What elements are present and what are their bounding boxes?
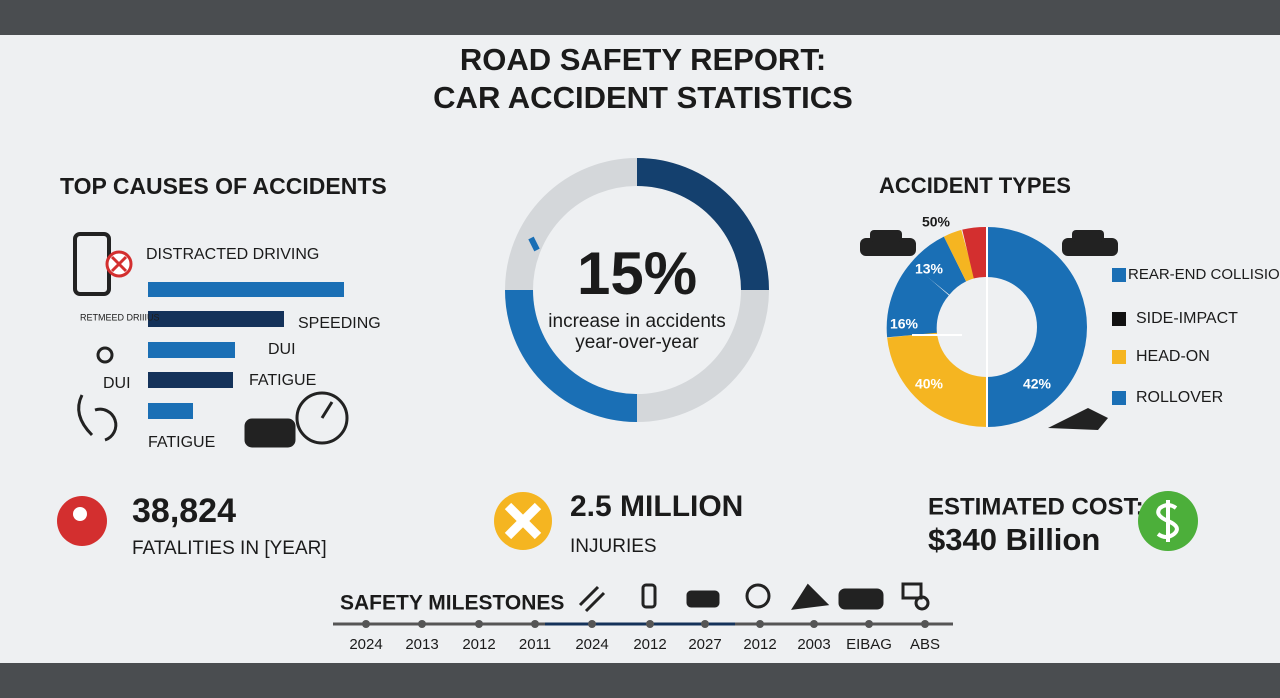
cause-bar (148, 372, 233, 388)
injury-icon (504, 502, 542, 540)
bottom-bar (0, 663, 1280, 698)
slice-label: 50% (922, 214, 951, 230)
stat-value: 38,824 (132, 492, 236, 530)
fatality-icon (57, 496, 107, 546)
slice-label: 16% (890, 316, 919, 332)
section-title: TOP CAUSES OF ACCIDENTS (60, 173, 387, 199)
caption: year-over-year (575, 332, 699, 353)
milestone-dot (588, 620, 596, 628)
milestone-label: 2012 (743, 636, 776, 653)
milestone-dot (701, 620, 709, 628)
milestone-label: 2024 (575, 636, 608, 653)
milestone-label: ABS (910, 636, 940, 653)
big-number: 15% (577, 240, 697, 307)
types-donut (886, 227, 1087, 428)
slice-label: 42% (1023, 376, 1052, 392)
title: ROAD SAFETY REPORT: (460, 42, 826, 77)
milestone-label: 2013 (405, 636, 438, 653)
stat-value: 2.5 MILLION (570, 490, 743, 523)
section-title: ACCIDENT TYPES (879, 173, 1071, 198)
legend-swatch (1112, 312, 1126, 326)
cause-label: RETMEED DRIIIUS (80, 312, 160, 322)
caption: increase in accidents (548, 311, 725, 332)
legend-label: HEAD-ON (1136, 348, 1210, 365)
cause-label: DISTRACTED DRIVING (146, 246, 319, 263)
cause-label: FATIGUE (249, 372, 316, 389)
milestone-label: 2027 (688, 636, 721, 653)
milestone-dot (646, 620, 654, 628)
cost-icon (1156, 500, 1179, 542)
phone-icon (73, 232, 133, 296)
milestone-dot (921, 620, 929, 628)
milestone-dot (475, 620, 483, 628)
fatality-icon (73, 507, 87, 521)
milestone-dot (865, 620, 873, 628)
milestone-dot (362, 620, 370, 628)
milestone-dot (531, 620, 539, 628)
milestone-dot (810, 620, 818, 628)
title: CAR ACCIDENT STATISTICS (433, 80, 853, 115)
cause-label: SPEEDING (298, 315, 381, 332)
milestone-label: 2012 (462, 636, 495, 653)
stat-label: FATALITIES IN [YEAR] (132, 538, 327, 559)
legend-label: REAR-END COLLISIONS (1128, 266, 1280, 283)
car-icons (860, 230, 1118, 430)
stat-label: INJURIES (570, 536, 657, 557)
cause-bar (148, 403, 193, 419)
slice-label: 13% (915, 261, 944, 277)
milestone-label: 2012 (633, 636, 666, 653)
icons (77, 346, 349, 448)
cause-bar (148, 282, 344, 297)
slice-label: 40% (915, 376, 944, 392)
cause-label: FATIGUE (148, 434, 215, 451)
milestone-icons (578, 582, 930, 613)
legend-swatch (1112, 350, 1126, 364)
cause-label: DUI (103, 375, 131, 392)
cause-label: DUI (268, 341, 296, 358)
ring (505, 158, 769, 422)
legend-swatch (1112, 268, 1126, 282)
milestone-label: EIBAG (846, 636, 892, 653)
legend-label: SIDE-IMPACT (1136, 310, 1238, 327)
cause-bar (148, 311, 284, 327)
milestone-dot (756, 620, 764, 628)
milestone-label: 2003 (797, 636, 830, 653)
legend-label: ROLLOVER (1136, 389, 1223, 406)
milestone-dot (418, 620, 426, 628)
milestone-label: 2011 (519, 636, 551, 653)
section-title: SAFETY MILESTONES (340, 592, 564, 615)
milestones: 2024 2013 2012 2011 2024 2012 2027 2012 2003 EIBA… (349, 620, 940, 653)
cause-bar (148, 342, 235, 358)
stat-label: ESTIMATED COST: (928, 493, 1144, 520)
stat-value: $340 Billion (928, 522, 1100, 557)
milestone-label: 2024 (349, 636, 382, 653)
legend-swatch (1112, 391, 1126, 405)
top-bar (0, 0, 1280, 35)
